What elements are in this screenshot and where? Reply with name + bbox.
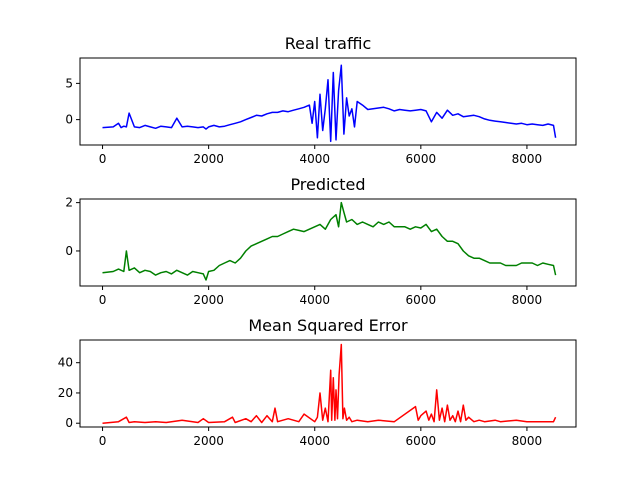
mse-panel: Mean Squared Error 0 2000 4000 6000 8000 0 20 4… [58,316,577,448]
mse-y-tick-label: 0 [65,416,73,430]
real-traffic-panel: Real traffic 0 2000 4000 6000 8000 0 5 [65,34,577,166]
mse-x-tick-label: 8000 [512,434,543,448]
mse-title: Mean Squared Error [248,316,408,335]
predicted-x-tick-label: 6000 [406,293,437,307]
real-traffic-series-line [102,64,557,143]
predicted-x-tick-label: 2000 [193,293,224,307]
real-traffic-x-tick-label: 4000 [299,152,330,166]
mse-series-line [102,343,557,424]
predicted-series-line [102,201,557,281]
mse-y-tick-label: 40 [58,356,73,370]
mse-y-tick-label: 20 [58,386,73,400]
real-traffic-axes-frame [79,57,577,146]
predicted-axes-frame [79,198,577,287]
predicted-x-tick-label: 4000 [299,293,330,307]
mse-x-tick-label: 2000 [193,434,224,448]
real-traffic-y-tick-label: 5 [65,76,73,90]
real-traffic-y-tick-label: 0 [65,113,73,127]
real-traffic-title: Real traffic [285,34,372,53]
predicted-title: Predicted [290,175,365,194]
predicted-panel: Predicted 0 2000 4000 6000 8000 0 2 [65,175,577,307]
predicted-y-tick-label: 2 [65,196,73,210]
predicted-y-tick-label: 0 [65,244,73,258]
mse-x-tick-label: 4000 [299,434,330,448]
real-traffic-x-tick-label: 2000 [193,152,224,166]
mse-x-tick-label: 0 [99,434,107,448]
real-traffic-x-tick-label: 0 [99,152,107,166]
real-traffic-x-tick-label: 8000 [512,152,543,166]
predicted-x-tick-label: 0 [99,293,107,307]
mse-axes-frame [79,339,577,428]
predicted-x-tick-label: 8000 [512,293,543,307]
mse-x-tick-label: 6000 [406,434,437,448]
real-traffic-x-tick-label: 6000 [406,152,437,166]
